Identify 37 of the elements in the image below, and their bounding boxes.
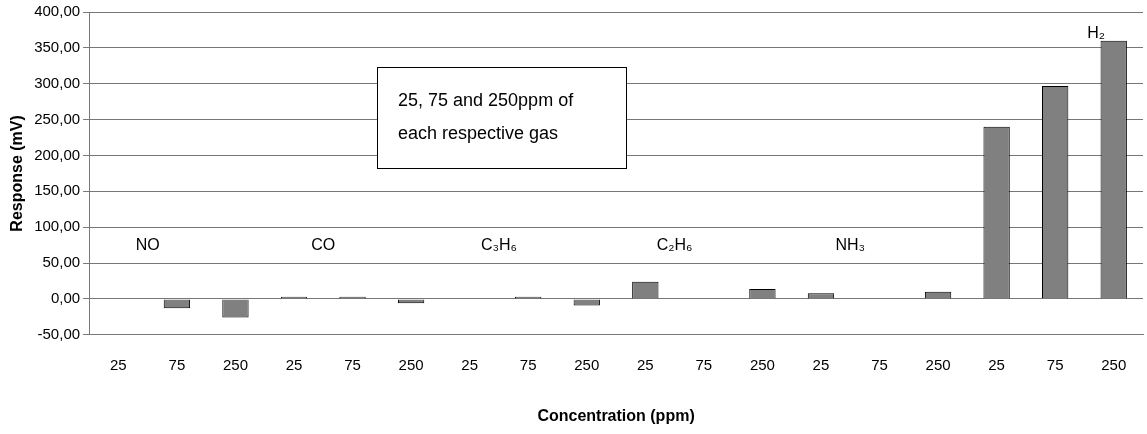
x-tick-label: 25	[285, 355, 303, 373]
annotation: C₂H₆	[656, 235, 693, 253]
x-tick-label: 25	[988, 355, 1005, 373]
x-tick-label: 75	[871, 355, 888, 373]
y-tick-label: 300,00	[34, 73, 81, 91]
annotation: C₃H₆	[480, 235, 517, 253]
x-axis-title: Concentration (ppm)	[537, 406, 695, 424]
x-tick-label: 25	[110, 355, 127, 373]
x-tick-label: 250	[222, 355, 248, 373]
y-tick-label: 350,00	[34, 38, 81, 56]
x-tick-label: 75	[344, 355, 361, 373]
x-tick-label: 25	[812, 355, 830, 373]
x-tick-label: 250	[925, 355, 951, 373]
y-tick-label: 50,00	[42, 253, 81, 271]
x-tick-label: 250	[574, 355, 600, 373]
annotation: NO	[135, 235, 160, 253]
x-tick-label: 250	[749, 355, 775, 373]
x-tick-label: 250	[1101, 355, 1127, 373]
y-tick-label: 0,00	[50, 289, 81, 307]
y-tick-label: 100,00	[34, 217, 81, 235]
annotation: CO	[311, 235, 336, 253]
x-tick-label: 75	[1046, 355, 1064, 373]
y-tick-label: 400,00	[34, 2, 81, 20]
x-tick-label: 25	[461, 355, 479, 373]
x-tick-label: 75	[519, 355, 537, 373]
y-tick-label: 150,00	[34, 181, 81, 199]
y-tick-label: -50,00	[37, 324, 81, 342]
annotation: H₂	[1087, 24, 1106, 42]
annotation: NH₃	[835, 235, 866, 253]
y-tick-label: 200,00	[34, 145, 81, 163]
note-box: 25, 75 and 250ppm of each respective gas	[377, 67, 627, 169]
y-axis-title: Response (mV)	[8, 115, 26, 232]
x-tick-label: 250	[398, 355, 424, 373]
x-tick-label: 75	[695, 355, 713, 373]
x-tick-label: 75	[168, 355, 186, 373]
x-tick-label: 25	[636, 355, 654, 373]
y-tick-label: 250,00	[34, 109, 81, 127]
